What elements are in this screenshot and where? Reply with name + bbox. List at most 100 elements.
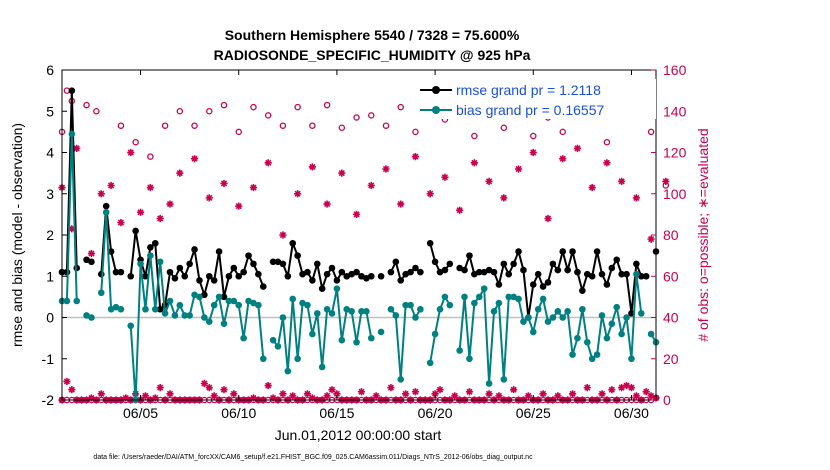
rmse-data-point xyxy=(156,305,164,313)
rmse-data-point xyxy=(196,277,203,284)
evaluated-count-marker xyxy=(402,390,410,398)
evaluated-count-marker xyxy=(107,181,115,190)
left-tick-label: 2 xyxy=(46,227,54,243)
bias-data-point xyxy=(235,301,243,309)
rmse-data-point xyxy=(520,266,527,274)
left-tick-label: 5 xyxy=(46,103,54,119)
rmse-data-point xyxy=(544,279,552,286)
rmse-data-point xyxy=(377,272,385,280)
left-tick-label: 0 xyxy=(46,310,54,326)
evaluated-count-marker xyxy=(603,159,611,167)
rmse-data-point xyxy=(127,272,135,280)
evaluated-count-marker xyxy=(235,202,243,210)
evaluated-count-marker xyxy=(289,392,297,400)
possible-count-marker xyxy=(206,108,213,115)
evaluated-count-marker xyxy=(573,144,582,152)
evaluated-count-marker xyxy=(323,200,331,208)
evaluated-count-marker xyxy=(294,190,302,198)
series-rmse xyxy=(59,87,660,320)
bias-data-point xyxy=(564,308,571,315)
rmse-data-point xyxy=(289,239,297,247)
rmse-data-point xyxy=(107,248,115,255)
rmse-data-point xyxy=(117,268,125,276)
rmse-data-point xyxy=(564,266,571,274)
rmse-data-point xyxy=(574,268,581,276)
bias-data-point xyxy=(102,209,110,216)
bias-data-point xyxy=(402,301,409,309)
rmse-data-point xyxy=(313,260,321,268)
right-tick-label: 160 xyxy=(663,62,687,78)
bias-data-point xyxy=(598,312,606,319)
bias-data-point xyxy=(269,336,277,344)
evaluated-count-marker xyxy=(456,206,464,214)
possible-count-marker xyxy=(250,103,257,111)
possible-count-marker xyxy=(279,122,287,129)
bias-data-point xyxy=(88,314,95,321)
rmse-data-point xyxy=(613,256,621,264)
rmse-data-point xyxy=(230,264,238,272)
evaluated-count-marker xyxy=(333,390,341,398)
evaluated-count-marker xyxy=(87,394,96,402)
evaluated-count-marker xyxy=(647,235,655,243)
evaluated-count-marker xyxy=(465,388,474,396)
evaluated-count-marker xyxy=(529,148,537,157)
rmse-data-point xyxy=(220,293,228,301)
rmse-data-point xyxy=(623,270,630,278)
rmse-data-point xyxy=(417,268,424,276)
evaluated-count-marker xyxy=(598,390,606,398)
bias-data-point xyxy=(603,334,611,342)
possible-count-marker xyxy=(412,128,419,136)
bias-data-point xyxy=(633,270,640,278)
rmse-data-point xyxy=(367,272,375,280)
bias-data-point xyxy=(520,318,527,325)
evaluated-count-marker xyxy=(156,214,164,223)
rmse-data-point xyxy=(186,260,193,268)
bias-data-point xyxy=(196,293,203,301)
bias-data-point xyxy=(304,301,311,309)
evaluated-count-marker xyxy=(583,384,591,392)
possible-count-marker xyxy=(83,101,90,109)
possible-count-marker xyxy=(235,128,242,136)
rmse-data-point xyxy=(88,258,95,266)
bias-data-point xyxy=(230,297,238,305)
left-tick-label: 4 xyxy=(46,145,54,161)
evaluated-count-marker xyxy=(220,179,228,188)
possible-count-marker xyxy=(338,124,346,132)
evaluated-count-marker xyxy=(647,392,655,400)
possible-count-marker xyxy=(397,103,404,111)
possible-count-marker xyxy=(176,108,184,115)
rmse-data-point xyxy=(235,272,243,280)
bias-data-point xyxy=(392,312,400,319)
bias-data-point xyxy=(186,312,193,319)
bias-data-point xyxy=(210,301,218,309)
evaluated-count-marker xyxy=(539,390,547,398)
evaluated-count-marker xyxy=(627,384,636,392)
evaluated-count-marker xyxy=(485,390,493,398)
rmse-data-point xyxy=(515,248,522,255)
bias-data-point xyxy=(588,355,596,363)
rmse-data-point xyxy=(279,260,287,268)
bias-data-point xyxy=(363,308,370,315)
possible-count-marker xyxy=(117,122,125,129)
rmse-data-point xyxy=(603,281,611,288)
rmse-data-point xyxy=(618,270,625,278)
evaluated-count-marker xyxy=(210,392,218,400)
left-tick-label: 1 xyxy=(46,268,54,284)
bias-data-point xyxy=(569,351,576,358)
bias-data-point xyxy=(608,320,616,327)
evaluated-count-marker xyxy=(279,231,287,239)
evaluated-count-marker xyxy=(200,379,208,388)
evaluated-count-marker xyxy=(411,388,420,396)
right-tick-label: 100 xyxy=(663,186,687,202)
rmse-data-point xyxy=(102,202,110,210)
evaluated-count-marker xyxy=(588,183,596,192)
rmse-data-point xyxy=(304,268,311,276)
possible-count-marker xyxy=(132,138,139,146)
bias-data-point xyxy=(475,293,483,301)
bias-data-point xyxy=(137,260,144,268)
bias-data-point xyxy=(279,314,287,321)
plot-area xyxy=(58,87,670,404)
possible-count-marker xyxy=(500,124,508,132)
evaluated-count-marker xyxy=(618,177,626,185)
rmse-data-point xyxy=(608,264,616,272)
